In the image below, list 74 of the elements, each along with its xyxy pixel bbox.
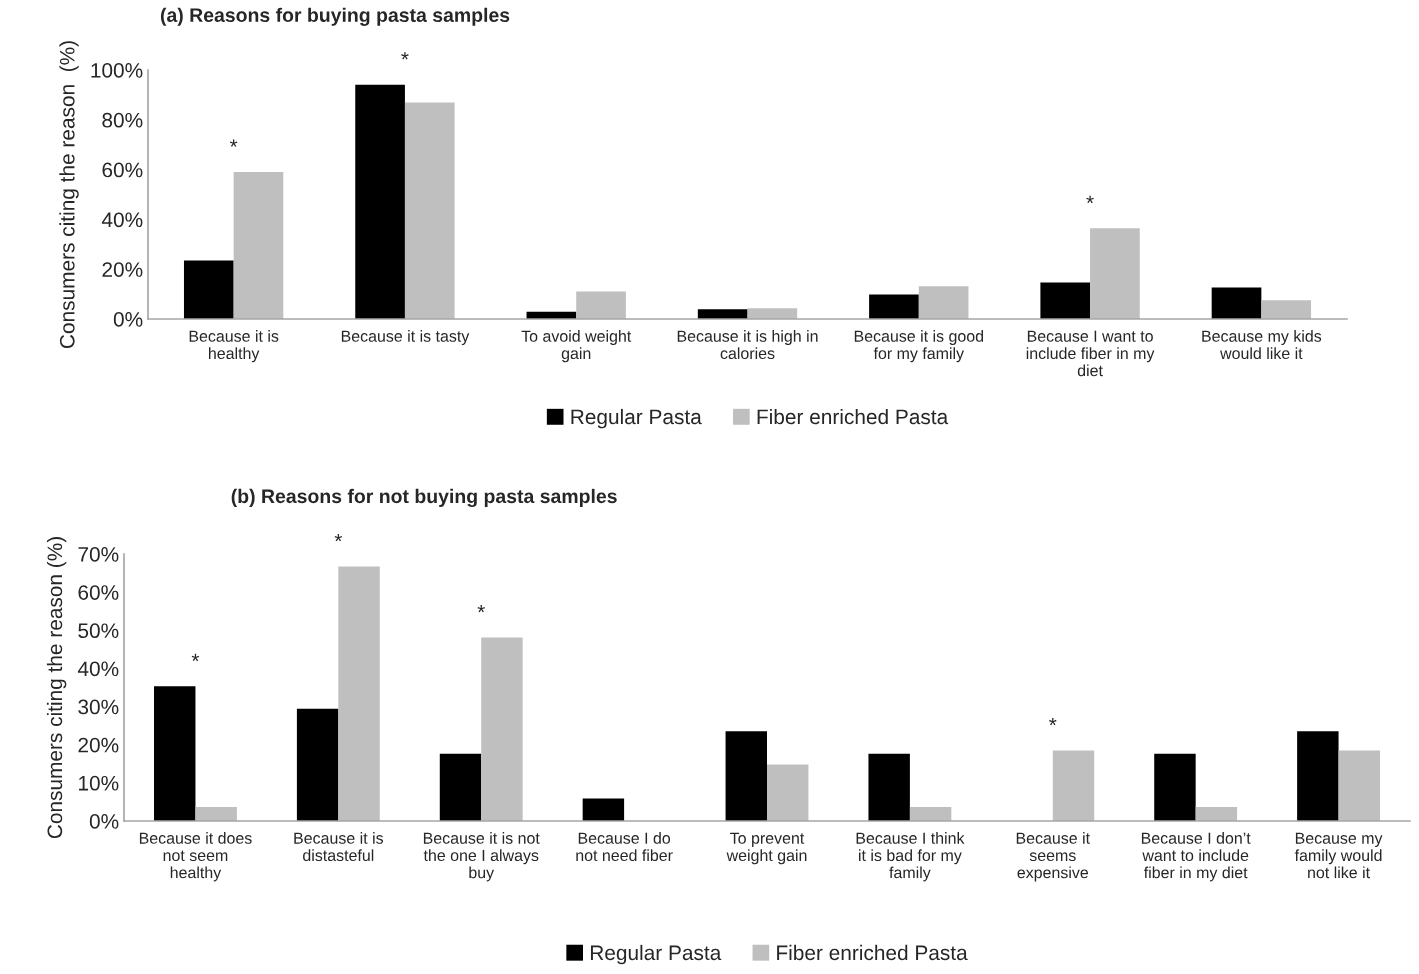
y-tick-label: 60% — [78, 585, 119, 600]
bar — [576, 291, 626, 319]
legend-label: Regular Pasta — [590, 944, 722, 965]
y-axis-title: Consumers citing the reason (%) — [59, 41, 79, 349]
bar — [1040, 282, 1091, 319]
annotation: * — [1086, 195, 1094, 204]
y-tick-label: 100% — [91, 63, 143, 78]
bar — [296, 708, 339, 821]
y-tick-label: 40% — [77, 661, 119, 677]
legend-label: Regular Pasta — [571, 408, 702, 429]
bar — [1261, 300, 1312, 319]
annotation: * — [229, 139, 238, 147]
x-tick-label: Because it is tasty — [341, 330, 470, 345]
y-axis-title: Consumers citing the reason (%) — [46, 537, 67, 839]
y-tick-label: 60% — [102, 162, 143, 178]
y-tick-label: 0% — [89, 814, 119, 829]
bar — [195, 806, 237, 821]
x-tick-label: Because it does not seem healthy — [139, 832, 252, 882]
legend-label: Fiber enriched Pasta — [757, 408, 949, 425]
legend-label: Fiber enriched Pasta — [777, 944, 968, 961]
annotation: * — [477, 604, 485, 613]
y-tick-label: 50% — [78, 623, 119, 639]
bar — [183, 260, 234, 319]
x-tick-label: Because I don’t want to include fiber in my diet — [1141, 832, 1251, 882]
bar — [481, 637, 523, 821]
x-tick-label: Because my family would not like it — [1294, 832, 1383, 879]
bar — [909, 806, 952, 821]
bar — [154, 686, 196, 821]
y-tick-label: 10% — [79, 775, 119, 791]
bar — [404, 102, 455, 319]
bar — [869, 294, 919, 319]
y-tick-label: 80% — [102, 112, 143, 128]
chart-title: (b) Reasons for not buying pasta samples — [231, 488, 617, 508]
bar — [1211, 287, 1262, 319]
bar — [582, 798, 625, 821]
x-tick-label: Because it is not the one I always buy — [423, 832, 540, 882]
x-tick-label: Because it is healthy — [189, 330, 279, 363]
y-tick-label: 20% — [102, 262, 143, 277]
x-tick-label: Because it seems expensive — [1016, 832, 1090, 882]
bar — [697, 309, 748, 319]
bar — [233, 172, 284, 319]
y-tick-label: 20% — [78, 737, 119, 753]
annotation: * — [1049, 717, 1057, 726]
y-tick-label: 30% — [78, 699, 119, 715]
bar — [1090, 228, 1140, 319]
bar — [1297, 731, 1339, 821]
bar — [868, 753, 910, 821]
bar — [747, 308, 798, 319]
x-tick-label: Because I want to include fiber in my diet — [1026, 330, 1155, 377]
x-tick-label: Because I do not need fiber — [576, 832, 673, 862]
y-tick-label: 70% — [78, 547, 119, 562]
x-tick-label: Because it is good for my family — [854, 330, 984, 363]
x-tick-label: Because it is distasteful — [294, 832, 384, 862]
chart-title: (a) Reasons for buying pasta samples — [160, 7, 510, 26]
bar — [439, 753, 482, 821]
x-tick-label: Because my kids would like it — [1202, 330, 1322, 360]
x-tick-label: To prevent weight gain — [726, 832, 807, 865]
x-tick-label: Because it is high in calories — [677, 330, 818, 360]
bar — [1052, 750, 1095, 821]
annotation: * — [334, 534, 343, 542]
y-tick-label: 40% — [101, 212, 143, 228]
annotation: * — [401, 52, 409, 60]
bar — [1154, 753, 1196, 821]
bar — [1195, 806, 1238, 821]
bar — [338, 566, 380, 821]
annotation: * — [191, 653, 200, 662]
bar — [1338, 750, 1380, 821]
y-tick-label: 0% — [113, 312, 143, 327]
bar — [355, 84, 405, 319]
bar — [725, 731, 767, 821]
x-tick-label: To avoid weight gain — [521, 330, 632, 363]
bar — [767, 764, 809, 821]
bar — [918, 286, 969, 319]
x-tick-label: Because I think it is bad for my family — [856, 832, 965, 882]
